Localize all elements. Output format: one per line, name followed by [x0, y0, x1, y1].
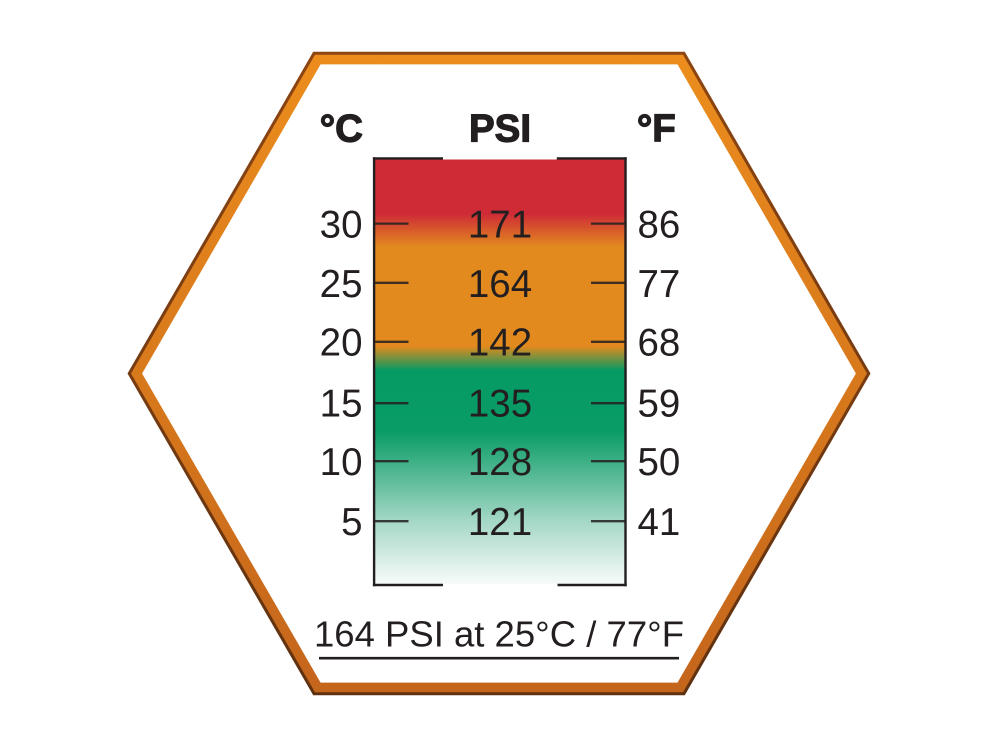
svg-text:30: 30: [320, 204, 363, 247]
svg-text:135: 135: [468, 382, 532, 425]
svg-text:77: 77: [638, 263, 681, 306]
svg-text:121: 121: [468, 501, 532, 544]
svg-text:25: 25: [320, 263, 363, 306]
svg-text:5: 5: [341, 501, 362, 544]
svg-text:50: 50: [638, 441, 681, 484]
svg-text:59: 59: [638, 382, 681, 425]
svg-text:°C: °C: [320, 108, 363, 151]
svg-text:20: 20: [320, 321, 363, 364]
svg-text:171: 171: [468, 204, 532, 247]
svg-text:10: 10: [320, 441, 363, 484]
svg-text:15: 15: [320, 382, 363, 425]
svg-text:142: 142: [468, 321, 532, 364]
svg-text:PSI: PSI: [469, 108, 531, 151]
svg-text:86: 86: [638, 204, 681, 247]
svg-text:68: 68: [638, 321, 681, 364]
svg-text:164: 164: [468, 263, 532, 306]
svg-text:164 PSI at 25°C / 77°F: 164 PSI at 25°C / 77°F: [314, 614, 684, 655]
svg-text:°F: °F: [637, 108, 676, 151]
svg-text:128: 128: [468, 441, 532, 484]
svg-text:41: 41: [638, 501, 681, 544]
